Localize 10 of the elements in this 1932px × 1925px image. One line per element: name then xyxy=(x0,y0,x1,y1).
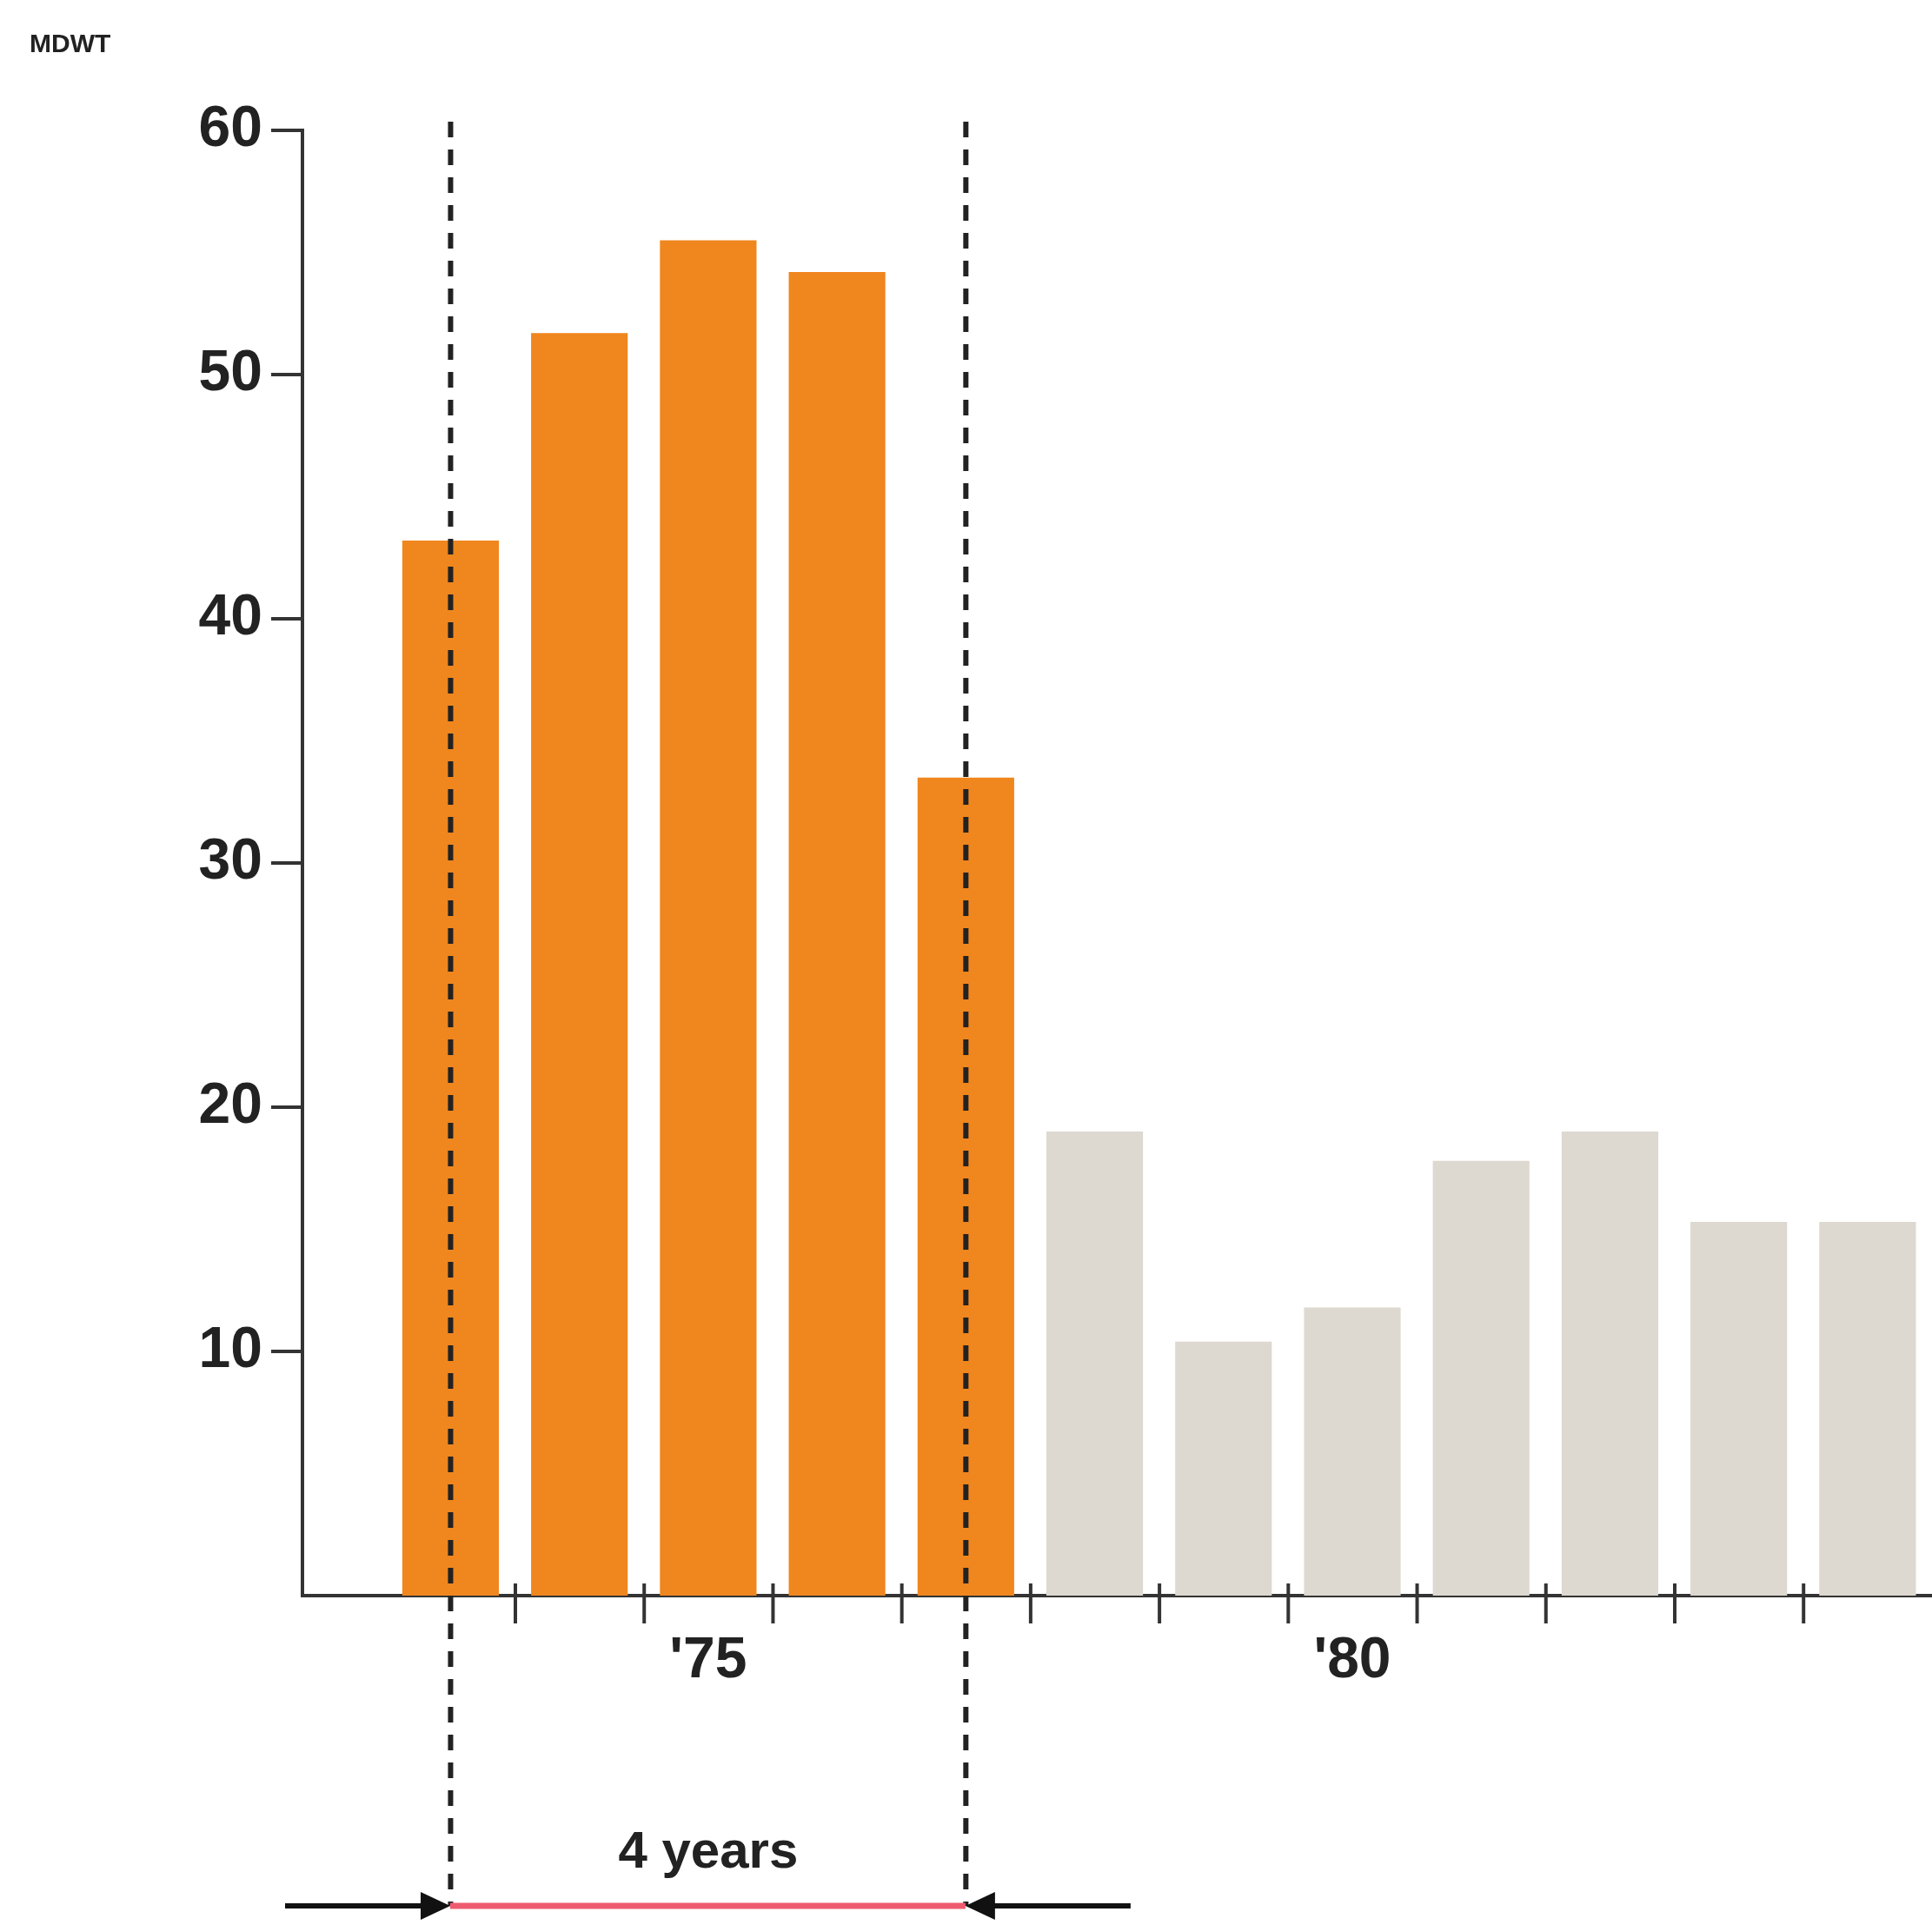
y-axis-title: MDWT xyxy=(30,29,111,58)
y-tick-label: 30 xyxy=(198,826,262,892)
y-tick-label: 20 xyxy=(198,1071,262,1136)
y-tick-label: 50 xyxy=(198,338,262,403)
x-tick-label: '75 xyxy=(669,1624,747,1689)
x-tick-label: '80 xyxy=(1313,1624,1391,1689)
y-tick-label: 40 xyxy=(198,582,262,647)
y-tick-label: 10 xyxy=(198,1315,262,1380)
y-tick-label: 60 xyxy=(198,94,262,159)
text: 4 years xyxy=(618,1821,799,1879)
